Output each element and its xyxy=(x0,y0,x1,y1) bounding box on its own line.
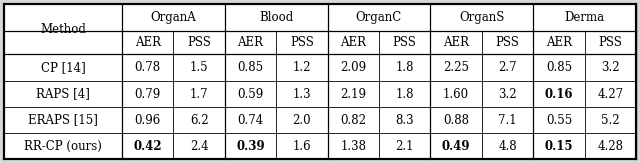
Text: 1.6: 1.6 xyxy=(292,140,311,153)
Text: OrganC: OrganC xyxy=(356,11,402,24)
Text: CP [14]: CP [14] xyxy=(40,61,85,74)
Text: 6.2: 6.2 xyxy=(190,113,209,126)
Text: 1.7: 1.7 xyxy=(190,88,209,101)
Text: 0.79: 0.79 xyxy=(134,88,161,101)
Text: AER: AER xyxy=(237,36,264,49)
Text: 5.2: 5.2 xyxy=(601,113,620,126)
Text: 1.8: 1.8 xyxy=(396,88,414,101)
Text: 1.38: 1.38 xyxy=(340,140,366,153)
Text: PSS: PSS xyxy=(290,36,314,49)
Text: PSS: PSS xyxy=(598,36,622,49)
Text: 2.0: 2.0 xyxy=(292,113,311,126)
Text: 0.59: 0.59 xyxy=(237,88,264,101)
Text: AER: AER xyxy=(134,36,161,49)
Text: 8.3: 8.3 xyxy=(396,113,414,126)
Text: 1.60: 1.60 xyxy=(443,88,469,101)
Text: PSS: PSS xyxy=(187,36,211,49)
Text: 0.74: 0.74 xyxy=(237,113,264,126)
Text: PSS: PSS xyxy=(393,36,417,49)
Text: 0.78: 0.78 xyxy=(134,61,161,74)
Text: OrganS: OrganS xyxy=(459,11,504,24)
Text: 0.42: 0.42 xyxy=(133,140,162,153)
Text: Derma: Derma xyxy=(564,11,605,24)
Text: 4.28: 4.28 xyxy=(597,140,623,153)
Text: RAPS [4]: RAPS [4] xyxy=(36,88,90,101)
Text: Method: Method xyxy=(40,22,86,36)
Text: PSS: PSS xyxy=(495,36,520,49)
Text: 4.8: 4.8 xyxy=(498,140,517,153)
Text: 1.5: 1.5 xyxy=(190,61,209,74)
Text: 0.39: 0.39 xyxy=(236,140,265,153)
Text: 2.4: 2.4 xyxy=(190,140,209,153)
Text: 0.85: 0.85 xyxy=(237,61,264,74)
Text: 0.85: 0.85 xyxy=(546,61,572,74)
Text: 7.1: 7.1 xyxy=(498,113,517,126)
Text: 2.25: 2.25 xyxy=(443,61,469,74)
Text: 2.19: 2.19 xyxy=(340,88,366,101)
Text: 0.16: 0.16 xyxy=(545,88,573,101)
Text: 0.88: 0.88 xyxy=(443,113,469,126)
Text: 2.09: 2.09 xyxy=(340,61,366,74)
Text: OrganA: OrganA xyxy=(150,11,196,24)
Text: 2.1: 2.1 xyxy=(396,140,414,153)
Text: RR-CP (ours): RR-CP (ours) xyxy=(24,140,102,153)
Text: 1.2: 1.2 xyxy=(292,61,311,74)
Text: 3.2: 3.2 xyxy=(498,88,517,101)
Text: 0.15: 0.15 xyxy=(545,140,573,153)
Text: 1.8: 1.8 xyxy=(396,61,414,74)
Text: 1.3: 1.3 xyxy=(292,88,311,101)
Text: AER: AER xyxy=(340,36,366,49)
Text: 3.2: 3.2 xyxy=(601,61,620,74)
Text: AER: AER xyxy=(546,36,572,49)
Text: ERAPS [15]: ERAPS [15] xyxy=(28,113,98,126)
Text: 0.96: 0.96 xyxy=(134,113,161,126)
Text: 0.55: 0.55 xyxy=(546,113,572,126)
Text: 0.82: 0.82 xyxy=(340,113,366,126)
Text: 2.7: 2.7 xyxy=(498,61,517,74)
Text: AER: AER xyxy=(443,36,469,49)
Text: 4.27: 4.27 xyxy=(597,88,623,101)
Text: Blood: Blood xyxy=(259,11,293,24)
Text: 0.49: 0.49 xyxy=(442,140,470,153)
